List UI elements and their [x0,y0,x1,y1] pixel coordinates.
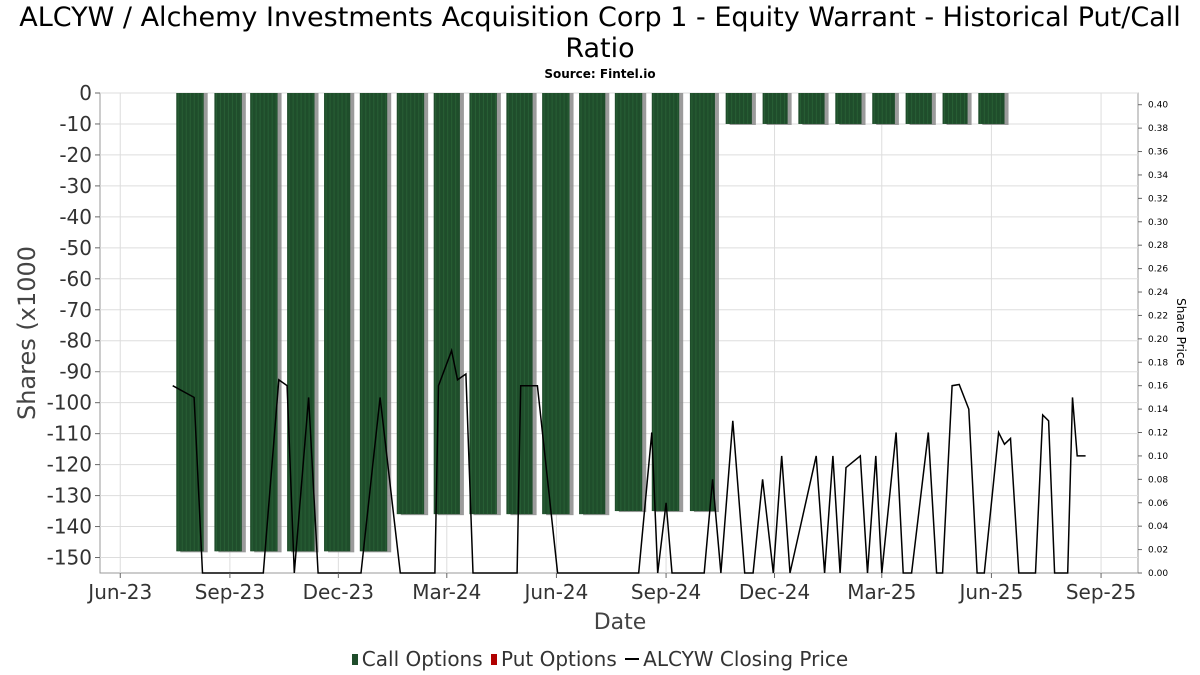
y2-tick-label: 0.22 [1148,311,1168,321]
chart-subtitle: Source: Fintel.io [544,67,656,81]
y2-axis-title: Share Price [1174,298,1188,366]
y-tick-label: -50 [59,236,92,260]
price-line-swatch-icon [625,658,640,660]
y-tick-label: -110 [47,422,92,446]
x-tick-label: Sep-24 [631,580,701,604]
y-tick-label: -30 [59,174,92,198]
y2-tick-label: 0.34 [1148,171,1168,181]
y2-tick-label: 0.12 [1148,429,1168,439]
bars-layer [176,93,1009,553]
call-bar [942,93,968,124]
x-tick-label: Sep-25 [1066,580,1136,604]
y-tick-label: -90 [59,360,92,384]
call-swatch-icon [351,654,358,665]
x-tick-label: Mar-24 [412,580,481,604]
x-tick-label: Jun-24 [522,580,588,604]
x-tick-label: Sep-23 [195,580,265,604]
call-bar [689,93,715,512]
price-line [172,347,1086,574]
y-tick-label: -150 [47,546,92,570]
x-tick-label: Jun-23 [86,580,152,604]
y-tick-label: -130 [47,484,92,508]
y2-tick-label: 0.00 [1148,569,1168,579]
legend-put-label: Put Options [501,647,617,671]
y2-tick-label: 0.16 [1148,382,1168,392]
legend-put[interactable]: Put Options [491,647,617,671]
y2-tick-label: 0.02 [1148,546,1168,556]
y2-tick-label: 0.26 [1148,265,1168,275]
y2-tick-label: 0.28 [1148,241,1168,251]
y-tick-label: -60 [59,267,92,291]
y-tick-label: -120 [47,453,92,477]
y2-tick-label: 0.04 [1148,522,1168,532]
axis-layer: 0 -10 -20 -30 -40 -50 -60 -70 -80 -90 -100 -110 -120… [13,81,1188,635]
y2-tick-label: 0.32 [1148,194,1168,204]
y-tick-label: 0 [79,81,92,105]
y2-tick-label: 0.18 [1148,358,1168,368]
y-tick-label: -140 [47,515,92,539]
x-tick-label: Dec-23 [303,580,374,604]
x-axis-title: Date [594,610,647,635]
legend: Call Options Put Options ALCYW Closing P… [0,647,1200,671]
y-tick-label: -10 [59,112,92,136]
y-tick-label: -40 [59,205,92,229]
y2-tick-label: 0.08 [1148,475,1168,485]
y2-tick-label: 0.20 [1148,335,1168,345]
y2-tick-label: 0.06 [1148,499,1168,509]
call-bar [872,93,895,124]
put-swatch-icon [491,654,498,665]
y-tick-label: -20 [59,143,92,167]
y2-tick-label: 0.24 [1148,288,1168,298]
y2-tick-label: 0.36 [1148,148,1168,158]
legend-price[interactable]: ALCYW Closing Price [625,647,848,671]
chart-title: ALCYW / Alchemy Investments Acquisition … [19,2,1181,64]
y2-tick-label: 0.40 [1148,101,1168,111]
call-bar [762,93,788,124]
legend-call-label: Call Options [361,647,483,671]
y-tick-label: -80 [59,329,92,353]
y-axis-title: Shares (x1000 [13,246,41,420]
legend-price-label: ALCYW Closing Price [643,647,849,671]
y-tick-label: -100 [47,391,92,415]
y2-tick-label: 0.38 [1148,124,1168,134]
y2-tick-label: 0.10 [1148,452,1168,462]
y2-tick-label: 0.14 [1148,405,1168,415]
price-line-layer [172,347,1086,574]
y2-tick-label: 0.30 [1148,218,1168,228]
x-tick-label: Mar-25 [847,580,916,604]
x-tick-label: Dec-24 [739,580,810,604]
legend-call[interactable]: Call Options [351,647,483,671]
y-tick-label: -70 [59,298,92,322]
x-tick-label: Jun-25 [957,580,1023,604]
